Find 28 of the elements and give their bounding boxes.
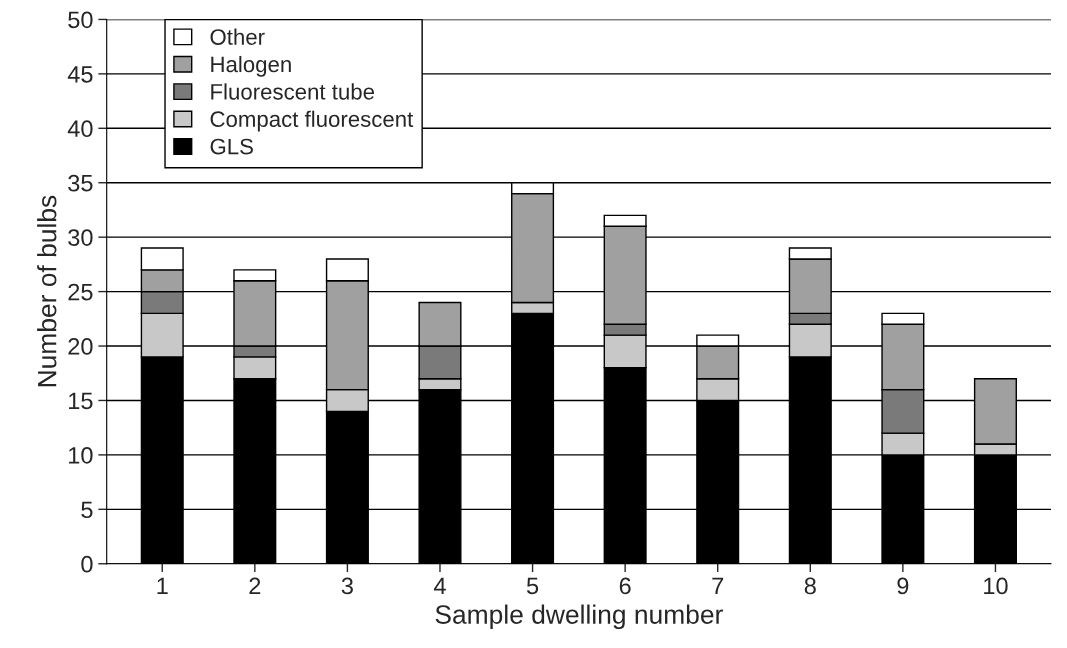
x-tick-label: 8 [804, 577, 816, 595]
x-tick-label: 9 [897, 577, 909, 595]
x-axis-title: Sample dwelling number [435, 604, 723, 630]
y-tick-label: 25 [68, 283, 93, 301]
legend-label: Halogen [211, 55, 291, 77]
x-tick-label: 2 [249, 577, 261, 595]
y-tick-label: 45 [67, 66, 93, 83]
legend-label: Compact fluorescent [210, 110, 414, 132]
y-tick-label: 35 [68, 174, 93, 192]
y-tick-label: 40 [67, 120, 93, 138]
x-tick-label: 1 [157, 577, 168, 595]
y-axis-title: Number of bulbs [37, 195, 57, 387]
y-tick-label: 5 [81, 501, 93, 519]
x-tick-label: 6 [619, 577, 631, 595]
y-tick-label: 15 [69, 392, 93, 410]
y-tick-label: 50 [68, 11, 93, 29]
x-tick-label: 5 [526, 577, 539, 595]
legend-label: Fluorescent tube [211, 83, 375, 100]
y-tick-label: 20 [68, 338, 93, 355]
legend-label: Other [210, 28, 265, 45]
x-tick-label: 10 [984, 577, 1008, 595]
y-tick-label: 0 [81, 555, 93, 573]
legend-label: GLS [210, 138, 253, 155]
x-tick-label: 4 [433, 577, 446, 595]
y-tick-label: 30 [68, 229, 93, 246]
x-tick-label: 3 [341, 577, 353, 595]
x-tick-label: 7 [712, 577, 724, 595]
y-tick-label: 10 [69, 446, 93, 464]
